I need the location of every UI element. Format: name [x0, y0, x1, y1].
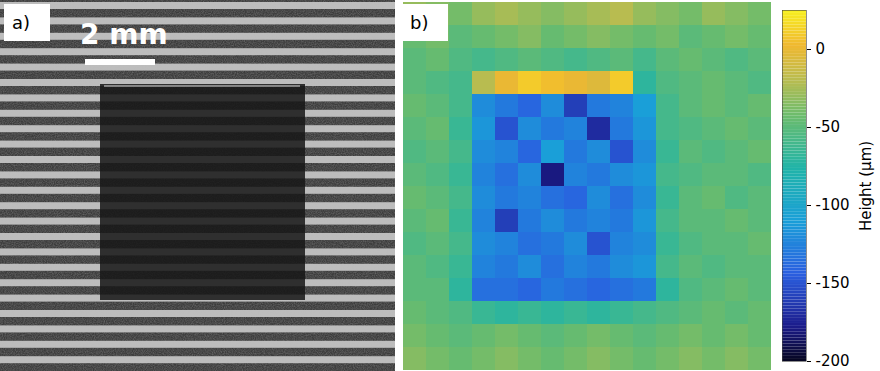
html-text:b): b): [410, 12, 429, 33]
svg-text:0: 0: [816, 40, 826, 58]
svg-text:Height (µm): Height (µm): [857, 141, 875, 231]
svg-text:-200: -200: [816, 352, 850, 370]
svg-text:-50: -50: [816, 118, 841, 136]
svg-text:-150: -150: [816, 274, 850, 292]
html-text:a): a): [12, 12, 31, 33]
svg-text:2 mm: 2 mm: [80, 18, 168, 51]
svg-text:-100: -100: [816, 196, 850, 214]
